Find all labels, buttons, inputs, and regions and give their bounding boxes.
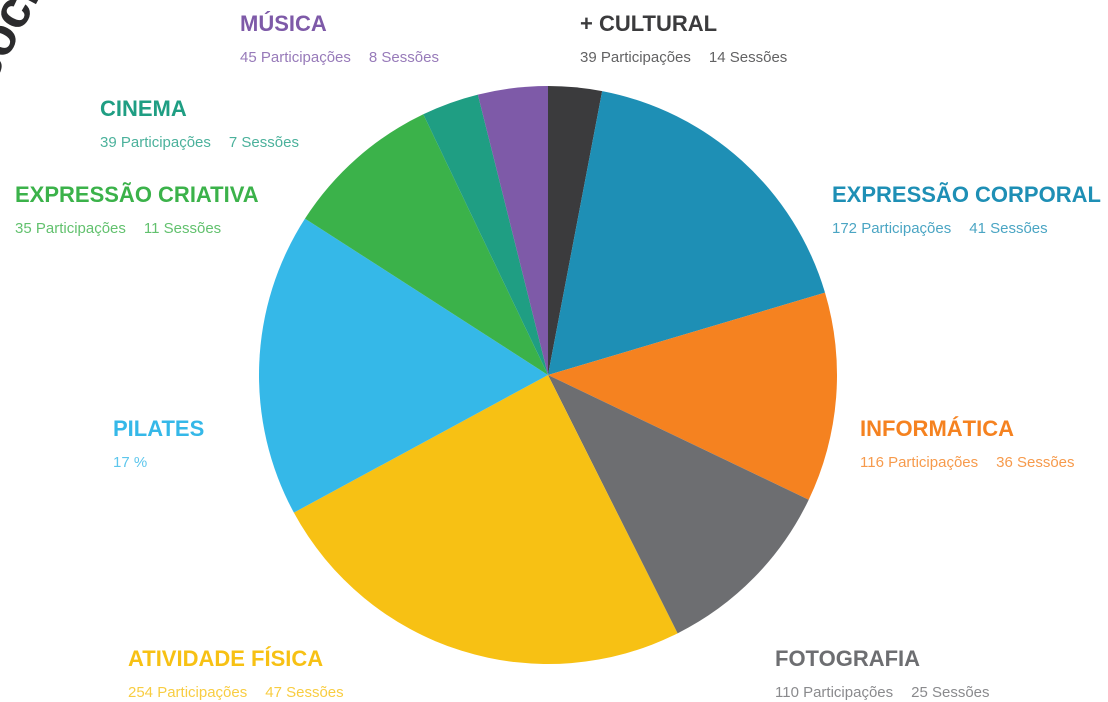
pie-slice (548, 86, 603, 375)
slice-label: EXPRESSÃO CRIATIVA (15, 182, 259, 207)
slice-label: PILATES (113, 416, 204, 441)
slice-label: CINEMA (100, 96, 187, 121)
value-label: 17 % (113, 454, 147, 471)
slice-detail: 36 Sessões (996, 454, 1074, 471)
slice-label: MÚSICA (240, 11, 327, 36)
pie-slice (259, 218, 548, 513)
pie-slice (423, 94, 548, 375)
slice-label: FOTOGRAFIA (775, 646, 920, 671)
slice-detail: 172 Participações (832, 220, 951, 237)
slice-detail: 7 Sessões (229, 134, 299, 151)
slice-detail: 47 Sessões (265, 684, 343, 701)
slice-label: INFORMÁTICA (860, 416, 1014, 441)
slice-label: EXPRESSÃO CORPORAL (832, 182, 1101, 207)
slice-detail: 35 Participações (15, 220, 126, 237)
slice-detail: 116 Participações (860, 454, 978, 471)
slice-label: ATIVIDADE FÍSICA (128, 646, 323, 671)
slice-detail: 11 Sessões (144, 220, 221, 237)
slice-label: + CULTURAL (580, 11, 717, 36)
pie-slice (293, 375, 678, 664)
slice-detail: 39 Participações (100, 134, 211, 151)
slice-detail: 110 Participações (775, 684, 893, 701)
slice-detail: 8 Sessões (369, 49, 439, 66)
pie-slice (548, 375, 809, 634)
pie-slice (477, 86, 548, 375)
pie-slice (548, 292, 838, 500)
slice-detail: 254 Participações (128, 684, 247, 701)
slice-detail: 41 Sessões (969, 220, 1047, 237)
slice-detail: 14 Sessões (709, 49, 787, 66)
pie-slice (304, 114, 548, 375)
corner-text: socio (0, 0, 66, 92)
slice-detail: 25 Sessões (911, 684, 989, 701)
pie-slice (548, 91, 826, 375)
slice-detail: 45 Participações (240, 49, 351, 66)
slice-detail: 39 Participações (580, 49, 691, 66)
